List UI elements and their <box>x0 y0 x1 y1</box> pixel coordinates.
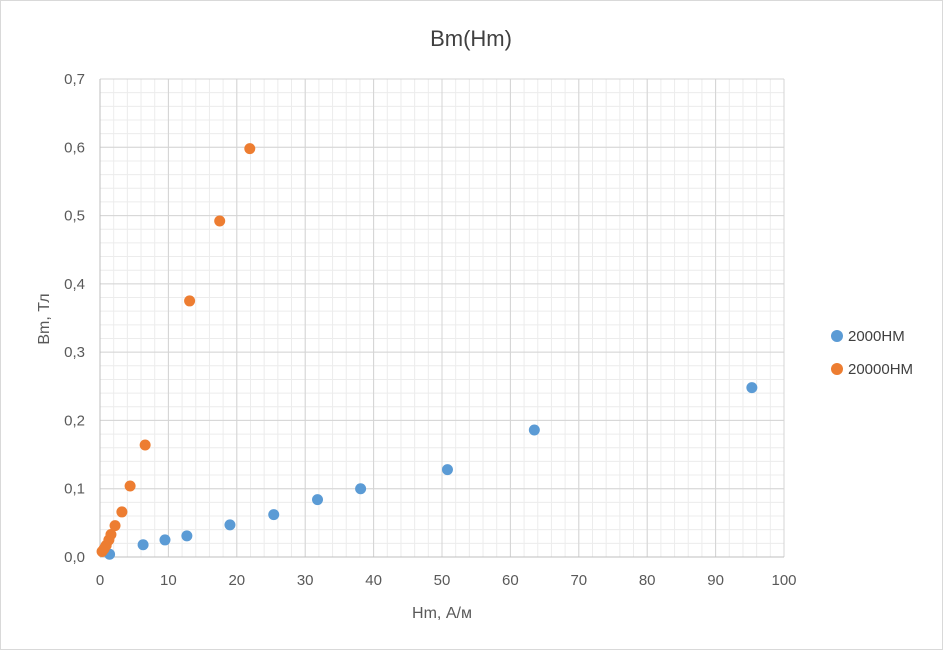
x-tick-label: 20 <box>228 572 245 589</box>
data-point <box>441 464 453 476</box>
y-axis-title: Bm, Тл <box>36 293 53 344</box>
data-points <box>96 143 758 560</box>
y-tick-label: 0,3 <box>64 344 85 361</box>
x-tick-labels: 0 10 20 30 40 50 60 70 80 90 100 <box>96 572 797 589</box>
legend-marker-2000nm <box>831 330 843 342</box>
data-point <box>137 539 149 551</box>
data-point <box>746 382 758 394</box>
y-tick-label: 0,6 <box>64 139 85 156</box>
chart-title: Bm(Hm) <box>430 26 512 51</box>
data-point <box>105 528 117 540</box>
legend-label-2000nm: 2000НМ <box>848 328 905 345</box>
x-tick-label: 50 <box>434 572 451 589</box>
data-point <box>214 215 226 227</box>
series-2000nm <box>104 382 758 560</box>
data-point <box>528 424 540 436</box>
data-point <box>355 483 367 495</box>
legend-marker-20000nm <box>831 363 843 375</box>
data-point <box>116 506 128 518</box>
data-point <box>184 295 196 307</box>
y-tick-label: 0,1 <box>64 481 85 498</box>
x-tick-label: 40 <box>365 572 382 589</box>
major-gridlines <box>99 78 785 558</box>
y-tick-label: 0,5 <box>64 208 85 225</box>
legend: 2000НМ 20000НМ <box>831 328 913 378</box>
y-tick-label: 0,4 <box>64 276 85 293</box>
data-point <box>181 530 193 542</box>
data-point <box>244 143 256 155</box>
data-point <box>139 439 151 451</box>
data-point <box>124 480 136 492</box>
data-point <box>109 520 121 532</box>
series-20000nm <box>96 143 256 558</box>
x-tick-label: 0 <box>96 572 104 589</box>
data-point <box>312 494 324 506</box>
x-tick-label: 10 <box>160 572 177 589</box>
x-tick-label: 60 <box>502 572 519 589</box>
y-tick-label: 0,0 <box>64 549 85 566</box>
x-tick-label: 70 <box>570 572 587 589</box>
data-point <box>224 519 236 531</box>
data-point <box>268 509 280 521</box>
x-axis-title: Hm, А/м <box>412 605 472 622</box>
legend-item-2000nm: 2000НМ <box>831 328 905 345</box>
y-tick-label: 0,2 <box>64 412 85 429</box>
x-tick-label: 90 <box>707 572 724 589</box>
y-tick-labels: 0,0 0,1 0,2 0,3 0,4 0,5 0,6 0,7 <box>64 71 85 566</box>
x-tick-label: 100 <box>771 572 796 589</box>
y-tick-label: 0,7 <box>64 71 85 88</box>
x-tick-label: 30 <box>297 572 314 589</box>
x-tick-label: 80 <box>639 572 656 589</box>
data-point <box>159 534 171 546</box>
legend-item-20000nm: 20000НМ <box>831 361 913 378</box>
legend-label-20000nm: 20000НМ <box>848 361 913 378</box>
